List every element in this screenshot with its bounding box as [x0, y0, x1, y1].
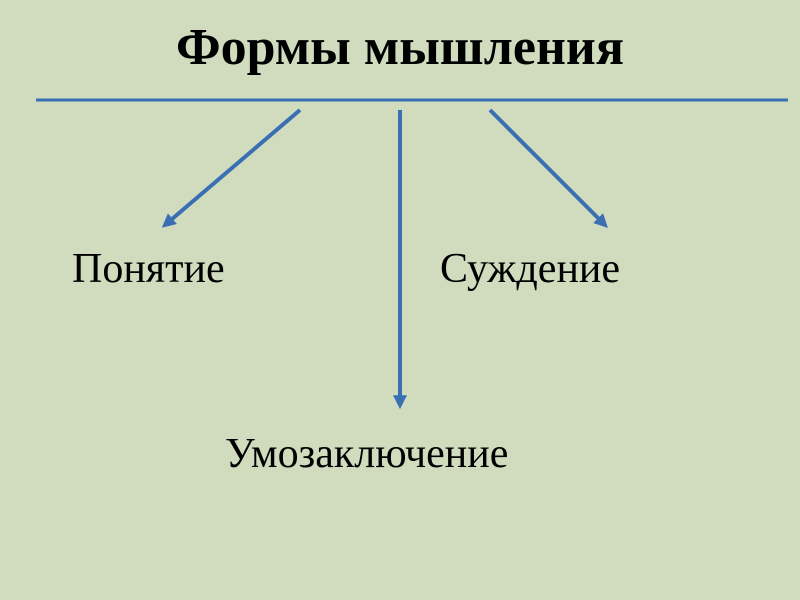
diagram-container: Формы мышления Понятие Суждение Умозаклю… — [0, 0, 800, 600]
label-right: Суждение — [440, 245, 620, 293]
label-bottom: Умозаключение — [225, 430, 508, 478]
arrow-left — [165, 110, 300, 225]
label-left: Понятие — [72, 245, 225, 293]
arrow-right — [490, 110, 605, 225]
diagram-title: Формы мышления — [0, 18, 800, 77]
diagram-svg — [0, 0, 800, 600]
